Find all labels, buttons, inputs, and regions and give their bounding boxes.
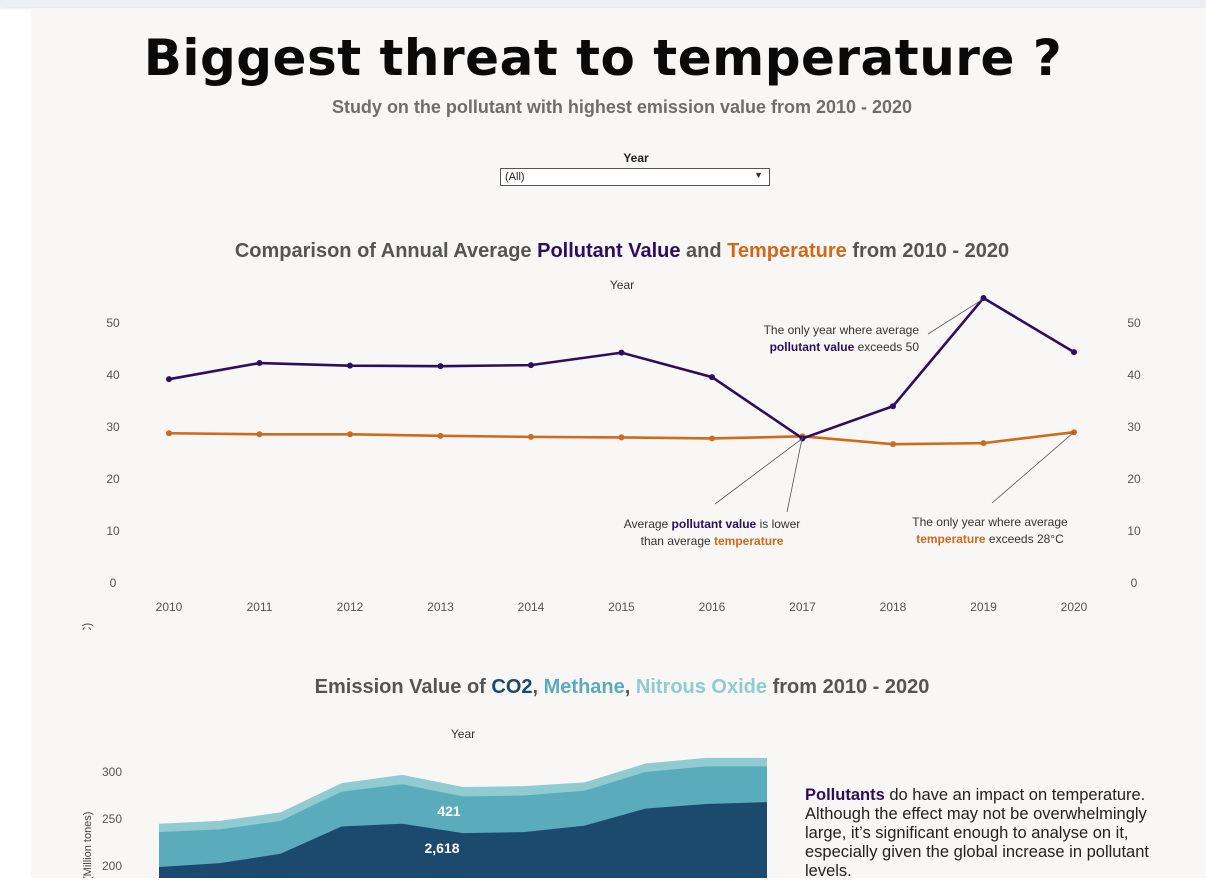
right-y-tick: 30 [1127,420,1141,434]
chart2-title: Emission Value of CO2, Methane, Nitrous … [0,676,1206,699]
right-y-tick: 50 [1127,316,1141,330]
annotation-2-line2: than average temperature [641,534,784,548]
right-y-tick: 40 [1127,368,1141,382]
pollutant-point[interactable] [618,349,625,356]
chart1-title-pollutant: Pollutant Value [537,240,681,262]
right-y-tick: 0 [1131,576,1138,590]
temperature-point[interactable] [437,432,444,439]
chart1-title-prefix: Comparison of Annual Average [234,240,538,262]
x-tick: 2016 [699,600,726,614]
annotation-2-bold2: temperature [714,534,784,548]
temperature-point[interactable] [709,435,715,442]
temperature-point[interactable] [166,430,172,437]
chart2-title-nitrous: Nitrous Oxide [635,676,768,698]
pollutant-point[interactable] [166,376,172,383]
chart2-title-sep2: , [624,676,636,698]
insight-paragraph: Pollutants do have an impact on temperat… [805,786,1185,881]
co2-total-label: 2,618 [424,840,459,856]
temperature-point[interactable] [256,431,263,438]
temperature-point[interactable] [347,431,353,438]
annotation-1-leader [927,299,982,335]
annotation-3-line2: temperature exceeds 28°C [916,532,1064,546]
chart2-title-methane: Methane [543,676,625,698]
chart1-title-temperature: Temperature [727,240,847,262]
left-y-tick: 10 [106,524,120,538]
annotation-1-rest: exceeds 50 [854,340,919,354]
chart2-top-label: Year [451,727,475,741]
page-subtitle: Study on the pollutant with highest emis… [331,97,913,117]
left-axis-label: Average Malaysia Temperature (°C) [82,623,94,630]
annotation-1-bold: pollutant value [770,340,855,354]
x-tick: 2010 [156,600,183,614]
temperature-point[interactable] [528,433,534,440]
x-tick: 2020 [1061,600,1088,614]
annotation-2-rest: is lower [756,517,800,531]
right-y-tick: 20 [1127,472,1141,486]
year-filter-value: (All) [505,171,525,183]
annotation-3-line1: The only year where average [912,515,1068,529]
temperature-point[interactable] [980,440,987,447]
chart1-title-suffix: from 2010 - 2020 [846,240,1010,262]
chart2-title-sep1: , [532,676,544,698]
temperature-point[interactable] [890,441,896,448]
annotation-2-leader [786,436,803,513]
area-y-tick: 300 [102,765,122,779]
left-y-tick: 40 [106,368,120,382]
pollutant-point[interactable] [980,295,987,302]
annotation-3-rest: exceeds 28°C [986,532,1065,546]
insight-text: do have an impact on temperature. Althou… [805,786,1149,880]
x-tick: 2018 [880,600,907,614]
dropdown-arrow-icon[interactable]: ▼ [754,170,763,180]
left-y-tick: 50 [106,316,120,330]
x-tick: 2013 [427,600,454,614]
pollutant-point[interactable] [709,374,715,381]
x-tick: 2017 [789,600,816,614]
left-y-tick: 0 [110,576,117,590]
right-y-tick: 10 [1127,524,1141,538]
x-tick: 2012 [337,600,364,614]
left-y-tick: 20 [106,472,120,486]
annotation-2-leader [714,438,803,505]
chart2-title-suffix: from 2010 - 2020 [767,676,930,698]
annotation-2-pre: Average [624,517,672,531]
year-filter-label: Year [623,151,649,165]
area-chart: Year (Million tones) 200 250 300 421 2,618 [82,727,767,878]
pollutant-point[interactable] [890,403,896,410]
x-tick: 2014 [518,600,545,614]
pollutant-point[interactable] [256,360,263,367]
temperature-point[interactable] [618,434,625,441]
annotation-2-line1: Average pollutant value is lower [624,517,801,531]
line-chart: Year Average Malaysia Temperature (°C) A… [82,278,1141,630]
left-y-tick: 30 [106,420,120,434]
chart2-title-co2: CO2 [491,676,533,698]
chart1-top-label: Year [610,278,634,292]
annotation-2-bold: pollutant value [672,517,757,531]
pollutant-point[interactable] [1071,349,1077,356]
page-title: Biggest threat to temperature ? [143,29,1063,87]
chart1-title: Comparison of Annual Average Pollutant V… [0,240,1206,263]
top-bar [0,0,1206,7]
x-tick: 2011 [247,600,273,614]
pollutant-point[interactable] [528,362,534,369]
chart1-title-mid: and [680,240,728,262]
pollutant-point[interactable] [347,362,353,369]
annotation-1-line2: pollutant value exceeds 50 [770,340,920,354]
chart2-title-prefix: Emission Value of [314,676,492,698]
annotation-2-line2a: than average [641,534,714,548]
methane-total-label: 421 [437,803,461,819]
chart2-axis-label: (Million tones) [82,812,94,878]
area-y-tick: 250 [102,812,122,826]
area-y-tick: 200 [102,859,122,873]
insight-bold: Pollutants [805,786,885,804]
dashboard-background [31,8,1206,878]
x-tick: 2019 [970,600,997,614]
annotation-3-leader [991,431,1075,504]
x-tick: 2015 [608,600,635,614]
year-filter-dropdown[interactable]: (All) ▼ [500,168,770,186]
annotation-3-bold: temperature [916,532,986,546]
co2-area[interactable] [159,802,767,878]
pollutant-line [168,296,1075,440]
pollutant-point[interactable] [437,363,444,370]
annotation-1-line1: The only year where average [764,323,920,337]
